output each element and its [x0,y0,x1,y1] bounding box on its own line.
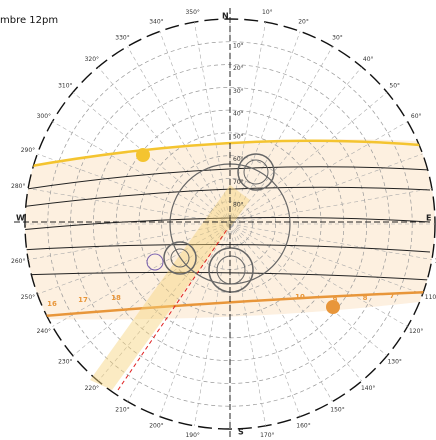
azimuth-label: 310° [58,82,72,89]
shadow-beams [90,185,250,391]
azimuth-line [37,223,231,295]
azimuth-label: 340° [149,18,163,25]
hour-label: 7 [390,292,395,300]
azimuth-line [194,22,231,225]
altitude-label: 40° [233,111,244,118]
azimuth-label: 10° [262,9,273,16]
azimuth-label: 50° [389,82,400,89]
azimuth-label: 190° [185,432,199,439]
azimuth-label: 140° [361,385,375,392]
hour-label: 10 [295,293,305,301]
altitude-label: 50° [233,133,244,140]
azimuth-line [229,22,266,225]
azimuth-line [97,66,231,225]
azimuth-line [229,223,388,357]
azimuth-label: 200° [149,423,163,430]
azimuth-label: 240° [37,328,51,335]
azimuth-label: 220° [85,385,99,392]
hour-label: 18 [111,294,121,302]
azimuth-line [229,223,333,402]
azimuth-label: 290° [21,147,35,154]
azimuth-label: 330° [115,34,129,41]
azimuth-line [229,223,423,295]
hour-label: 17 [78,296,88,304]
azimuth-label: 100° [435,258,436,265]
azimuth-label: 30° [332,34,343,41]
azimuth-line [72,223,231,357]
azimuth-line [28,188,231,225]
cardinal-west: W [16,214,25,223]
azimuth-line [159,31,231,225]
azimuth-line [229,188,432,225]
azimuth-line [229,223,266,426]
hour-label: 16 [47,300,57,308]
azimuth-label: 250° [21,294,35,301]
azimuth-label: 320° [85,56,99,63]
azimuth-label: 60° [411,113,422,120]
azimuth-label: 300° [37,113,51,120]
azimuth-line [229,46,333,225]
axes [14,8,430,440]
altitude-label: 80° [233,202,244,209]
azimuth-line [37,153,231,225]
cardinal-east: E [426,214,431,223]
azimuth-label: 40° [363,56,374,63]
azimuth-line [52,223,231,327]
azimuth-line [229,31,301,225]
azimuth-line [229,223,408,327]
azimuth-line [229,223,363,382]
labels: 10°20°30°40°50°60°80°90°100°110°120°130°… [11,9,436,439]
sun-position [326,300,340,314]
cardinal-north: N [222,12,229,21]
azimuth-label: 20° [298,18,309,25]
caption: mbre 12pm [0,15,58,26]
sun-band [25,139,435,320]
sun-paths [25,139,431,320]
azimuth-label: 210° [115,407,129,414]
sun-position [136,148,150,162]
altitude-label: 70° [233,179,244,186]
azimuth-line [52,121,231,225]
azimuth-label: 280° [11,183,25,190]
altitude-label: 60° [233,156,244,163]
azimuth-line [229,223,301,417]
azimuth-label: 160° [296,423,310,430]
cardinal-south: S [238,428,244,437]
azimuth-label: 230° [58,359,72,366]
altitude-label: 10° [233,42,244,49]
azimuth-label: 150° [330,407,344,414]
azimuth-line [194,223,231,426]
azimuth-line [229,121,408,225]
azimuth-line [97,223,231,382]
azimuth-label: 350° [185,9,199,16]
azimuth-line [127,46,231,225]
azimuth-label: 260° [11,258,25,265]
azimuth-line [229,153,423,225]
azimuth-line [127,223,231,402]
azimuth-label: 120° [409,328,423,335]
azimuth-line [72,91,231,225]
azimuth-line [229,66,363,225]
azimuth-label: 130° [387,359,401,366]
azimuth-label: 110° [425,294,436,301]
azimuth-label: 170° [260,432,274,439]
altitude-label: 30° [233,88,244,95]
hour-label: 8 [363,294,368,302]
hour-label: 9 [333,296,338,304]
altitude-label: 20° [233,65,244,72]
azimuth-line [159,223,231,417]
azimuth-line [28,223,231,260]
azimuth-line [229,223,432,260]
azimuth-line [229,91,388,225]
